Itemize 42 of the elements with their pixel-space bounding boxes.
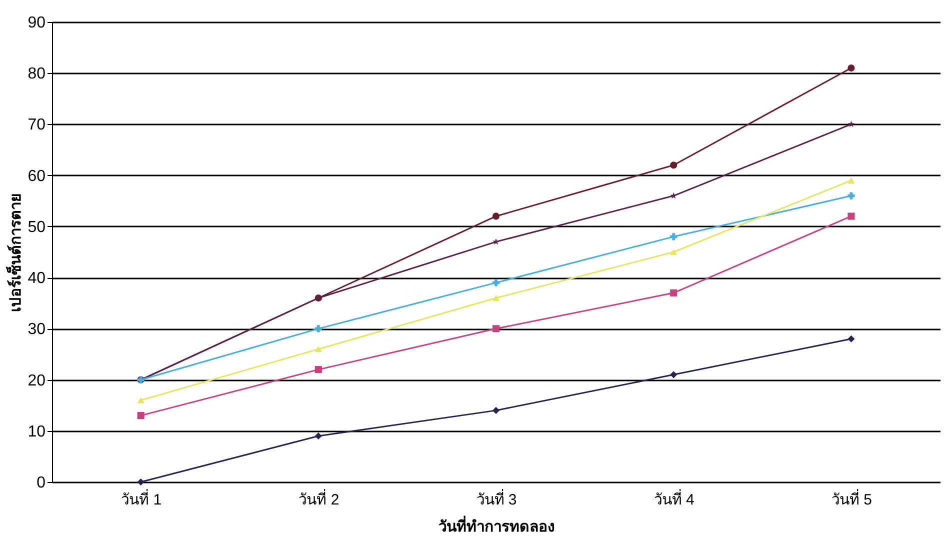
point — [137, 478, 144, 486]
point — [670, 162, 678, 169]
y-tick-label: 50 — [28, 218, 46, 236]
y-tick-label: 70 — [28, 116, 46, 134]
point — [314, 432, 322, 440]
point — [314, 366, 322, 374]
point — [670, 371, 678, 378]
x-tick-label: วันที่ 1 — [121, 488, 162, 508]
point — [492, 294, 500, 302]
y-tick-label: 90 — [28, 14, 46, 32]
y-tick-label: 10 — [28, 423, 46, 440]
point — [848, 120, 855, 128]
y-axis-title: เปอร์เซ็นต์การตาย — [6, 193, 25, 312]
point — [492, 406, 500, 414]
y-tick-label: 20 — [28, 372, 46, 390]
point — [492, 238, 500, 245]
point — [492, 325, 500, 332]
point — [848, 192, 855, 200]
point — [670, 233, 678, 240]
point — [848, 212, 855, 220]
x-tick-label: วันที่ 4 — [654, 488, 694, 508]
point — [492, 279, 500, 286]
x-axis-title: วันที่ทำการทดลอง — [438, 516, 554, 536]
y-tick-label: 60 — [28, 168, 46, 185]
point — [314, 325, 322, 332]
y-tick-label: 30 — [28, 321, 46, 338]
point — [670, 289, 678, 296]
point — [314, 346, 322, 352]
x-tick-label: วันที่ 2 — [298, 488, 340, 508]
y-tick-label: 40 — [28, 270, 46, 288]
point — [670, 248, 678, 256]
y-tick-label: 0 — [36, 474, 46, 492]
point — [848, 64, 855, 72]
point — [492, 212, 500, 220]
point — [670, 192, 677, 199]
point — [848, 335, 855, 342]
x-tick-label: วันที่ 3 — [476, 488, 517, 508]
point — [848, 177, 855, 184]
point — [137, 397, 144, 404]
y-tick-label: 80 — [28, 66, 46, 83]
x-tick-label: วันที่ 5 — [831, 488, 872, 508]
point — [137, 412, 144, 420]
